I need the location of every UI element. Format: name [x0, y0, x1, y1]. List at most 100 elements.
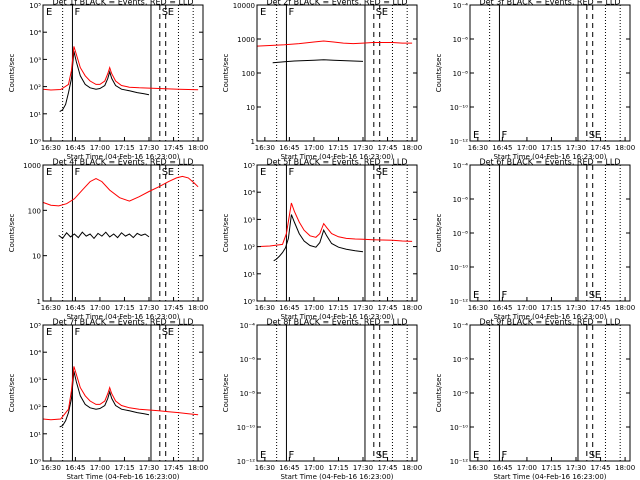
y-tick-label: 10⁻⁴: [453, 2, 469, 10]
x-tick-label: 18:00: [615, 304, 635, 312]
x-axis-label: Start Time (04-Feb-16 16:23:00): [66, 473, 179, 480]
series-lld: [256, 202, 413, 248]
chart-title: Det 1f BLACK = Events, RED = LLD: [52, 0, 193, 7]
plot-frame: [469, 4, 631, 142]
time-marker-label: E: [168, 7, 174, 18]
series-lld: [42, 175, 199, 207]
time-marker-label: S: [589, 290, 595, 301]
time-marker-label: E: [473, 130, 479, 141]
y-tick-label: 10¹: [29, 111, 41, 119]
x-tick-label: 17:30: [353, 464, 373, 472]
x-tick-label: 16:30: [468, 464, 488, 472]
y-tick-label: 10⁻¹²: [237, 458, 255, 466]
y-tick-label: 10⁻⁴: [453, 322, 469, 330]
time-marker-label: E: [473, 290, 479, 301]
y-tick-label: 10⁻⁶: [453, 356, 469, 364]
chart-title: Det 2f BLACK = Events, RED = LLD: [266, 0, 407, 7]
x-tick-label: 17:00: [304, 144, 324, 152]
y-tick-label: 10⁵: [29, 322, 41, 330]
x-tick-label: 17:45: [163, 304, 183, 312]
y-tick-label: 10¹: [243, 271, 255, 279]
plot-frame: [42, 4, 204, 142]
chart-title: Det 3f BLACK = Events, RED = LLD: [479, 0, 620, 7]
time-marker-label: E: [168, 167, 174, 178]
x-tick-label: 17:30: [139, 304, 159, 312]
y-axis-label: Counts/sec: [222, 374, 230, 413]
y-tick-label: 10⁰: [243, 298, 255, 306]
plot-frame: [469, 324, 631, 462]
x-tick-label: 17:30: [566, 144, 586, 152]
y-tick-label: 10⁴: [29, 29, 41, 37]
x-tick-label: 17:15: [114, 464, 134, 472]
x-tick-label: 17:15: [114, 304, 134, 312]
time-marker-label: F: [288, 167, 294, 178]
y-tick-label: 10⁻⁶: [240, 356, 256, 364]
time-marker-label: E: [260, 450, 266, 461]
x-tick-label: 17:15: [541, 144, 561, 152]
x-tick-label: 17:00: [90, 304, 110, 312]
x-tick-label: 17:30: [566, 464, 586, 472]
x-tick-label: 16:45: [65, 464, 85, 472]
y-tick-label: 10³: [243, 216, 255, 224]
time-marker-label: F: [74, 167, 80, 178]
x-tick-label: 16:30: [41, 144, 61, 152]
x-tick-label: 17:15: [541, 464, 561, 472]
y-tick-label: 100: [28, 207, 41, 215]
time-marker-label: E: [46, 7, 52, 18]
y-tick-label: 10⁰: [29, 458, 41, 466]
x-tick-label: 18:00: [402, 144, 422, 152]
time-marker-label: E: [168, 327, 174, 338]
y-tick-label: 100: [242, 70, 255, 78]
x-tick-label: 18:00: [188, 464, 208, 472]
y-tick-label: 10⁻⁸: [453, 70, 469, 78]
series-lld: [42, 366, 199, 421]
y-tick-label: 10³: [29, 376, 41, 384]
y-tick-label: 10⁻⁴: [453, 162, 469, 170]
x-tick-label: 16:30: [468, 304, 488, 312]
x-tick-label: 17:30: [566, 304, 586, 312]
x-tick-label: 17:00: [90, 144, 110, 152]
time-marker-label: E: [260, 7, 266, 18]
x-axis-label: Start Time (04-Feb-16 16:23:00): [493, 313, 606, 321]
x-tick-label: 17:15: [114, 144, 134, 152]
x-axis-label: Start Time (04-Feb-16 16:23:00): [280, 153, 393, 161]
time-marker-label: E: [382, 167, 388, 178]
x-tick-label: 17:45: [377, 144, 397, 152]
x-tick-label: 16:30: [255, 144, 275, 152]
y-tick-label: 1000: [237, 36, 255, 44]
x-tick-label: 17:45: [377, 304, 397, 312]
time-marker-label: E: [473, 450, 479, 461]
x-tick-label: 16:45: [492, 304, 512, 312]
time-marker-label: E: [260, 167, 266, 178]
x-tick-label: 18:00: [188, 144, 208, 152]
x-tick-label: 16:45: [492, 144, 512, 152]
time-marker-label: F: [288, 7, 294, 18]
y-axis-label: Counts/sec: [8, 214, 16, 253]
y-axis-label: Counts/sec: [435, 54, 443, 93]
series-events: [58, 231, 150, 240]
y-tick-label: 10⁻⁸: [453, 390, 469, 398]
x-tick-label: 17:15: [328, 464, 348, 472]
chart-title: Det 8f BLACK = Events, RED = LLD: [266, 318, 407, 327]
plot-frame: [42, 324, 204, 462]
time-marker-label: E: [595, 130, 601, 141]
y-tick-label: 10¹: [29, 431, 41, 439]
x-tick-label: 16:30: [41, 464, 61, 472]
time-marker-label: F: [501, 290, 507, 301]
y-tick-label: 10⁻¹⁰: [450, 264, 468, 272]
time-marker-label: S: [162, 167, 168, 178]
time-marker-label: S: [376, 7, 382, 18]
series-lld: [256, 40, 413, 47]
y-axis-label: Counts/sec: [435, 214, 443, 253]
x-tick-label: 17:30: [353, 304, 373, 312]
y-tick-label: 10⁻¹⁰: [237, 424, 255, 432]
time-marker-label: S: [376, 167, 382, 178]
x-tick-label: 16:45: [65, 144, 85, 152]
y-tick-label: 10⁻¹⁰: [450, 424, 468, 432]
x-tick-label: 17:45: [590, 464, 610, 472]
y-tick-label: 10⁻¹²: [450, 458, 468, 466]
